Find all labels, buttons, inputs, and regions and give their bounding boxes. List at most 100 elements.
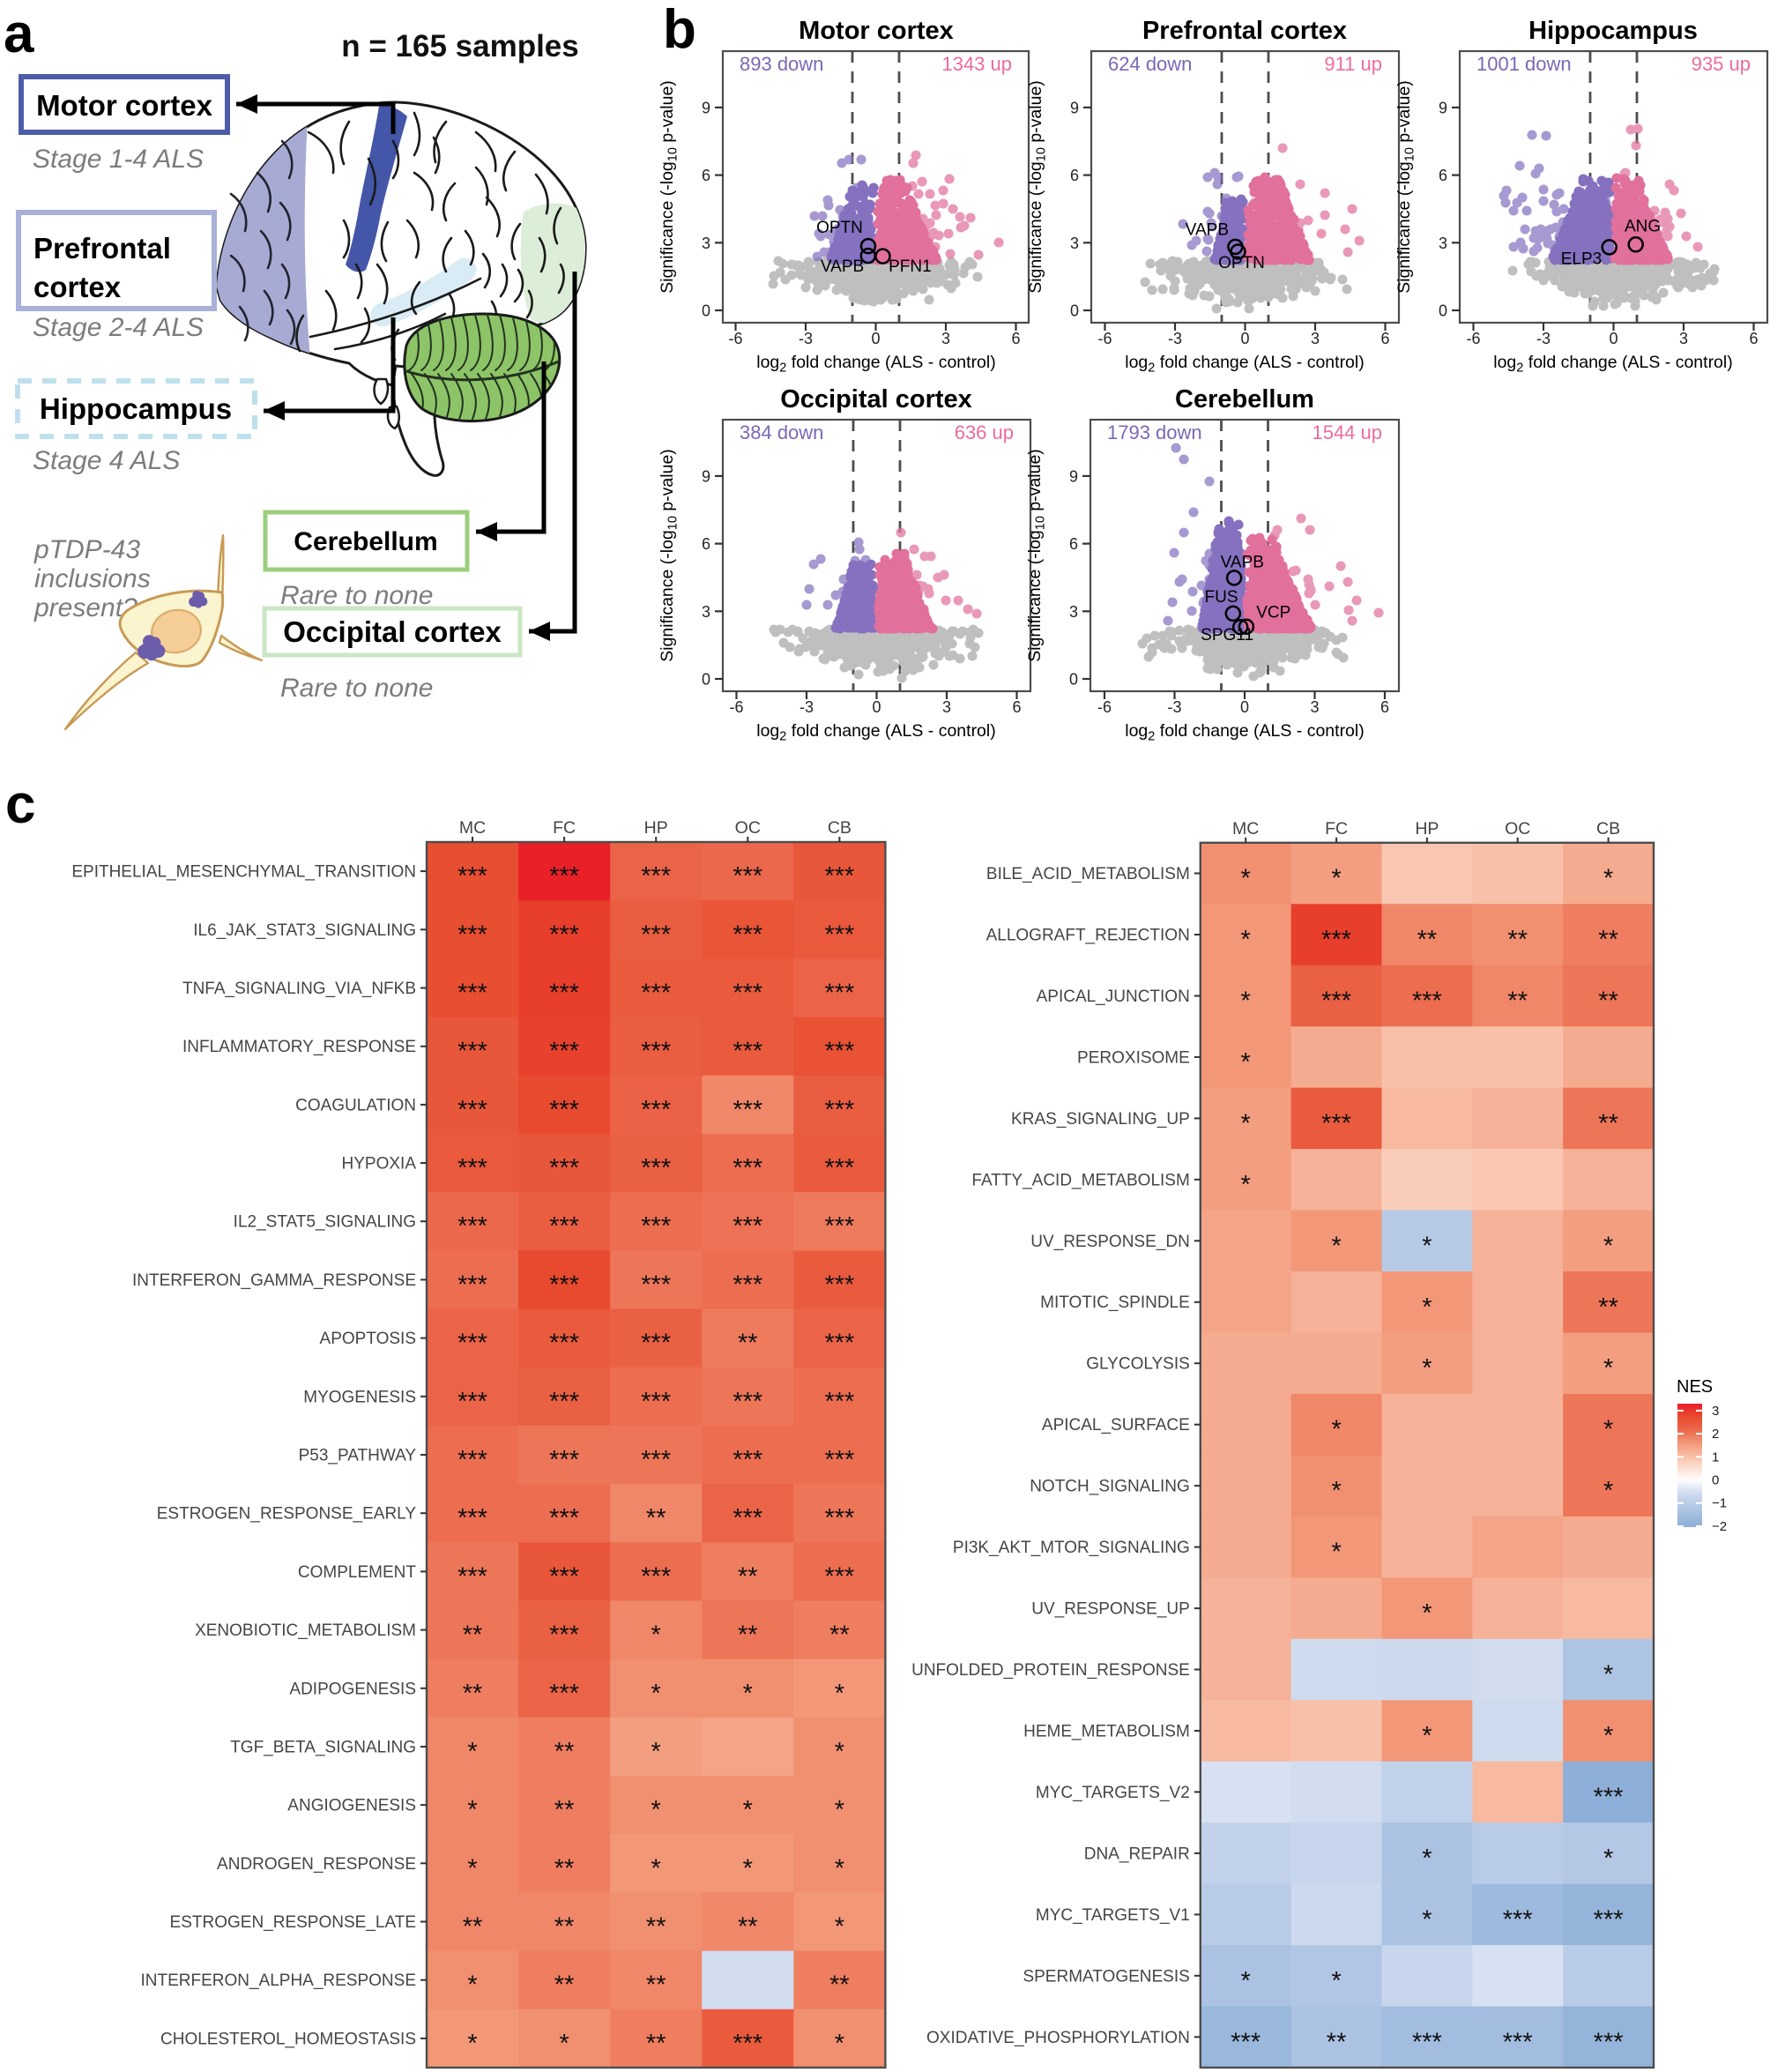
- svg-text:3: 3: [702, 235, 710, 252]
- svg-text:***: ***: [549, 980, 579, 1008]
- svg-text:***: ***: [1594, 1783, 1624, 1811]
- svg-text:UV_RESPONSE_UP: UV_RESPONSE_UP: [1031, 1600, 1190, 1619]
- svg-text:***: ***: [733, 1446, 762, 1474]
- svg-text:INTERFERON_ALPHA_RESPONSE: INTERFERON_ALPHA_RESPONSE: [140, 1971, 416, 1990]
- svg-text:***: ***: [733, 1038, 762, 1066]
- svg-text:ALLOGRAFT_REJECTION: ALLOGRAFT_REJECTION: [986, 927, 1190, 945]
- svg-text:0: 0: [1712, 1473, 1719, 1488]
- svg-text:*: *: [1603, 1845, 1613, 1873]
- svg-text:***: ***: [457, 862, 487, 891]
- svg-text:KRAS_SIGNALING_UP: KRAS_SIGNALING_UP: [1011, 1110, 1190, 1129]
- svg-text:0: 0: [1240, 330, 1249, 347]
- svg-text:*: *: [1603, 1477, 1613, 1505]
- svg-text:**: **: [1417, 926, 1438, 954]
- svg-text:***: ***: [549, 920, 579, 949]
- svg-text:**: **: [1598, 1293, 1618, 1322]
- svg-text:Significance (-log10 p-value): Significance (-log10 p-value): [1025, 449, 1048, 662]
- svg-text:*: *: [1422, 1599, 1432, 1628]
- svg-text:**: **: [554, 1971, 575, 2000]
- svg-text:Rare to none: Rare to none: [280, 674, 433, 703]
- svg-text:log2 fold change (ALS - contro: log2 fold change (ALS - control): [756, 721, 995, 744]
- svg-text:1001 down: 1001 down: [1476, 53, 1572, 75]
- svg-text:***: ***: [1594, 1905, 1624, 1934]
- svg-text:***: ***: [549, 1038, 579, 1066]
- svg-text:*: *: [1603, 1354, 1613, 1383]
- svg-text:log2 fold change (ALS - contro: log2 fold change (ALS - control): [1493, 353, 1732, 376]
- svg-text:6: 6: [702, 167, 710, 184]
- svg-text:-3: -3: [1168, 330, 1182, 347]
- svg-text:log2 fold change (ALS - contro: log2 fold change (ALS - control): [756, 353, 995, 376]
- svg-text:*: *: [1603, 1722, 1613, 1750]
- svg-text:MYOGENESIS: MYOGENESIS: [303, 1388, 416, 1406]
- svg-text:OXIDATIVE_PHOSPHORYLATION: OXIDATIVE_PHOSPHORYLATION: [926, 2029, 1190, 2047]
- svg-text:***: ***: [549, 1271, 579, 1299]
- svg-text:MYC_TARGETS_V1: MYC_TARGETS_V1: [1036, 1906, 1190, 1925]
- svg-text:***: ***: [1412, 2028, 1442, 2056]
- svg-text:636 up: 636 up: [955, 421, 1014, 443]
- svg-text:***: ***: [824, 1038, 854, 1066]
- svg-text:1343 up: 1343 up: [941, 53, 1012, 75]
- svg-text:***: ***: [824, 1388, 854, 1416]
- svg-text:6: 6: [1070, 167, 1079, 184]
- svg-text:0: 0: [872, 698, 881, 716]
- svg-text:***: ***: [733, 980, 762, 1008]
- svg-text:*: *: [1241, 865, 1251, 893]
- svg-text:NES: NES: [1677, 1377, 1713, 1397]
- svg-text:0: 0: [702, 302, 710, 320]
- svg-text:**: **: [554, 1738, 575, 1766]
- svg-text:**: **: [554, 1854, 575, 1882]
- svg-text:Prefrontal: Prefrontal: [33, 232, 171, 265]
- svg-text:***: ***: [733, 862, 762, 891]
- svg-text:***: ***: [549, 1212, 579, 1241]
- svg-text:9: 9: [702, 99, 710, 116]
- svg-text:6: 6: [1380, 698, 1389, 716]
- svg-text:UNFOLDED_PROTEIN_RESPONSE: UNFOLDED_PROTEIN_RESPONSE: [911, 1661, 1190, 1680]
- svg-text:Motor cortex: Motor cortex: [36, 89, 213, 122]
- svg-text:***: ***: [733, 1154, 762, 1182]
- svg-text:ESTROGEN_RESPONSE_EARLY: ESTROGEN_RESPONSE_EARLY: [157, 1505, 417, 1524]
- svg-text:**: **: [829, 1621, 850, 1650]
- svg-text:***: ***: [824, 920, 854, 949]
- svg-text:*: *: [559, 2030, 569, 2058]
- svg-text:***: ***: [457, 1562, 487, 1591]
- svg-text:PI3K_AKT_MTOR_SIGNALING: PI3K_AKT_MTOR_SIGNALING: [953, 1539, 1190, 1557]
- svg-text:INFLAMMATORY_RESPONSE: INFLAMMATORY_RESPONSE: [182, 1038, 416, 1056]
- svg-text:***: ***: [641, 1388, 671, 1416]
- svg-text:IL6_JAK_STAT3_SIGNALING: IL6_JAK_STAT3_SIGNALING: [193, 921, 416, 940]
- svg-text:GLYCOLYSIS: GLYCOLYSIS: [1086, 1355, 1190, 1374]
- svg-text:2: 2: [1712, 1427, 1719, 1442]
- svg-text:*: *: [651, 1796, 661, 1824]
- svg-text:***: ***: [824, 1330, 854, 1358]
- svg-text:**: **: [1598, 926, 1618, 954]
- svg-text:Cerebellum: Cerebellum: [1175, 385, 1314, 414]
- svg-text:***: ***: [733, 920, 762, 949]
- svg-text:OC: OC: [1505, 819, 1530, 838]
- svg-text:log2 fold change (ALS - contro: log2 fold change (ALS - control): [1125, 353, 1364, 376]
- svg-text:*: *: [1241, 1171, 1251, 1199]
- svg-text:pTDP-43: pTDP-43: [33, 535, 140, 564]
- svg-text:*: *: [1331, 1416, 1341, 1444]
- svg-text:**: **: [463, 1680, 483, 1708]
- svg-text:**: **: [1598, 1109, 1618, 1137]
- svg-text:6: 6: [1749, 330, 1758, 347]
- svg-text:***: ***: [457, 920, 487, 949]
- svg-text:PEROXISOME: PEROXISOME: [1077, 1048, 1190, 1067]
- svg-text:Significance (-log10 p-value): Significance (-log10 p-value): [1394, 80, 1417, 294]
- svg-text:-3: -3: [799, 698, 814, 716]
- svg-text:***: ***: [641, 1154, 671, 1182]
- svg-text:*: *: [743, 1854, 753, 1882]
- svg-text:1544 up: 1544 up: [1312, 421, 1382, 443]
- svg-text:PFN1: PFN1: [889, 257, 932, 276]
- svg-text:0: 0: [1439, 302, 1447, 320]
- svg-text:***: ***: [733, 1504, 762, 1532]
- svg-text:Significance (-log10 p-value): Significance (-log10 p-value): [658, 449, 680, 662]
- svg-text:TNFA_SIGNALING_VIA_NFKB: TNFA_SIGNALING_VIA_NFKB: [182, 980, 416, 998]
- svg-text:***: ***: [549, 1680, 579, 1708]
- svg-text:***: ***: [641, 1562, 671, 1591]
- svg-text:*: *: [651, 1738, 661, 1766]
- svg-text:**: **: [738, 1913, 758, 1942]
- svg-text:***: ***: [733, 1271, 762, 1299]
- svg-text:***: ***: [457, 1212, 487, 1241]
- svg-text:*: *: [1241, 1967, 1251, 1995]
- svg-text:*: *: [743, 1680, 753, 1708]
